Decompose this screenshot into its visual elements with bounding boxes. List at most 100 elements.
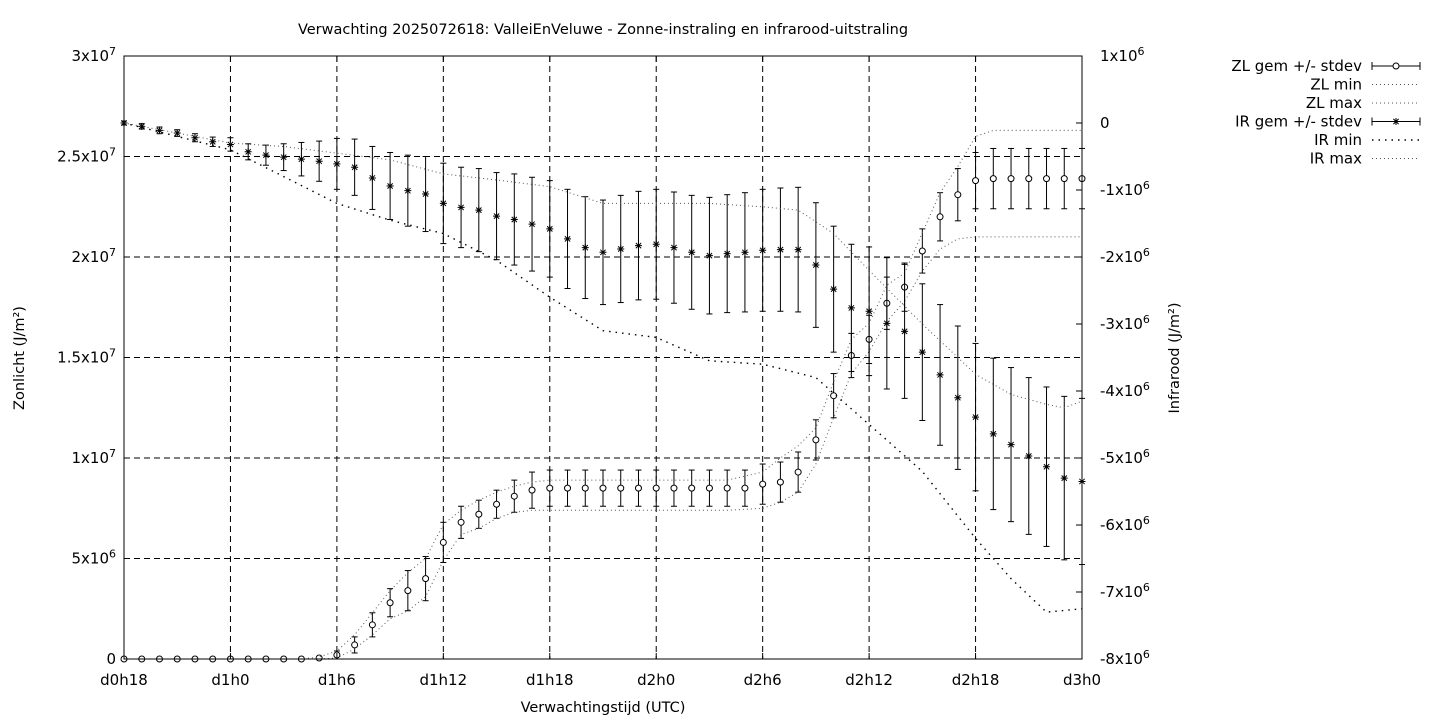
legend-label: IR max	[1310, 150, 1362, 168]
data-point	[457, 518, 465, 526]
y-axis-label: Zonlicht (J/m²)	[12, 306, 28, 410]
data-point	[510, 215, 518, 223]
legend-label: ZL min	[1310, 76, 1362, 94]
data-point	[759, 246, 767, 254]
data-point	[741, 484, 749, 492]
data-point	[652, 484, 660, 492]
x-tick-label: d0h18	[100, 671, 148, 689]
data-point	[244, 148, 252, 156]
data-point	[670, 244, 678, 252]
data-point	[209, 138, 217, 146]
data-point	[794, 246, 802, 254]
data-point	[705, 252, 713, 260]
data-point	[812, 261, 820, 269]
data-point	[989, 175, 997, 183]
data-point	[670, 484, 678, 492]
data-point	[368, 174, 376, 182]
legend-marker	[1392, 118, 1400, 125]
y2-tick-label: -2x106	[1100, 246, 1150, 266]
x-tick-label: d1h18	[526, 671, 574, 689]
data-point	[794, 468, 802, 476]
data-point	[351, 163, 359, 171]
y-tick-label: 5x106	[71, 548, 116, 568]
data-point	[457, 203, 465, 211]
grid	[123, 56, 1083, 659]
data-point	[865, 307, 873, 315]
data-point	[297, 155, 305, 163]
data-point	[351, 641, 359, 649]
data-point	[546, 484, 554, 492]
series-line-zl-max	[124, 129, 1082, 660]
x-axis-label: Verwachtingstijd (UTC)	[521, 700, 686, 716]
data-point	[741, 248, 749, 256]
x-tick-label: d2h12	[845, 671, 893, 689]
data-point	[652, 240, 660, 248]
y2-tick-label: 1x106	[1100, 45, 1145, 65]
data-point	[404, 587, 412, 595]
data-point	[262, 151, 270, 159]
x-tick-label: d1h6	[318, 671, 356, 689]
data-point	[1007, 441, 1015, 449]
data-point	[688, 484, 696, 492]
legend-label: ZL max	[1306, 94, 1362, 112]
chart-title: Verwachting 2025072618: ValleiEnVeluwe -…	[298, 22, 908, 38]
x-tick-label: d1h0	[211, 671, 249, 689]
data-point	[1060, 474, 1068, 482]
data-point	[564, 235, 572, 243]
legend-label: IR min	[1314, 131, 1362, 149]
data-point	[475, 510, 483, 518]
y-tick-label: 2x107	[71, 246, 116, 266]
data-point	[847, 304, 855, 312]
data-point	[422, 575, 430, 583]
data-point	[759, 480, 767, 488]
data-point	[315, 654, 323, 662]
data-point	[315, 157, 323, 165]
data-point	[617, 484, 625, 492]
data-point	[493, 500, 501, 508]
data-point	[1025, 175, 1033, 183]
legend-label: IR gem +/- stdev	[1235, 113, 1362, 131]
data-point	[723, 484, 731, 492]
y2-axis-label: Infrarood (J/m²)	[1167, 302, 1183, 413]
data-point	[776, 246, 784, 254]
y2-tick-label: -6x106	[1100, 514, 1150, 534]
y-tick-label: 1x107	[71, 447, 116, 467]
data-point	[510, 492, 518, 500]
y2-tick-label: -7x106	[1100, 581, 1150, 601]
data-point	[599, 484, 607, 492]
data-point	[954, 191, 962, 199]
data-point	[333, 160, 341, 168]
data-point	[528, 220, 536, 228]
data-point	[599, 248, 607, 256]
data-point	[1060, 175, 1068, 183]
x-tick-label: d2h6	[744, 671, 782, 689]
data-point	[634, 242, 642, 250]
data-point	[546, 225, 554, 233]
data-point	[918, 247, 926, 255]
data-point	[226, 140, 234, 148]
data-point	[812, 436, 820, 444]
series-line-ir-max	[123, 122, 1083, 409]
series-zl-gem-stdev	[120, 147, 1086, 663]
x-tick-label: d2h18	[952, 671, 1000, 689]
series-line-ir-min	[123, 122, 1083, 613]
y2-tick-label: -4x106	[1100, 380, 1150, 400]
y2-axis-ticks: 1x106 0 -1x106 -2x106 -3x106 -4x106 -5x106 -6x1…	[1076, 45, 1150, 668]
data-point	[191, 134, 199, 142]
y-tick-label: 1.5x107	[57, 347, 116, 367]
y2-tick-label: -8x106	[1100, 648, 1150, 668]
data-point	[989, 430, 997, 438]
data-point	[883, 319, 891, 327]
data-point	[936, 371, 944, 379]
data-point	[564, 484, 572, 492]
data-point	[581, 244, 589, 252]
series-ir-gem-stdev	[120, 119, 1086, 566]
x-tick-label: d2h0	[637, 671, 675, 689]
data-point	[936, 213, 944, 221]
data-point	[954, 394, 962, 402]
y-tick-label: 2.5x107	[57, 146, 116, 166]
data-point	[1025, 452, 1033, 460]
data-point	[173, 129, 181, 137]
